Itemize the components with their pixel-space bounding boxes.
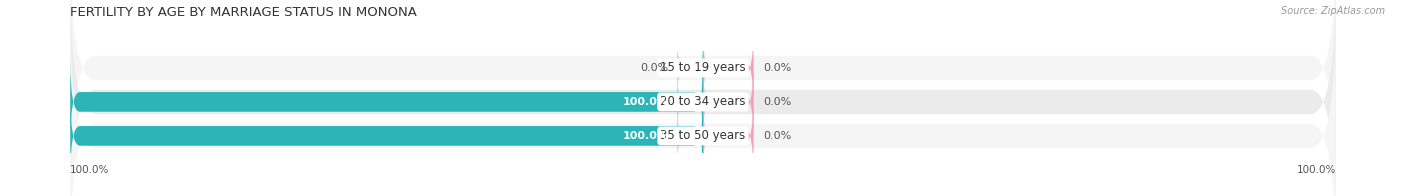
FancyBboxPatch shape bbox=[678, 42, 703, 94]
Text: Source: ZipAtlas.com: Source: ZipAtlas.com bbox=[1281, 6, 1385, 16]
Text: 100.0%: 100.0% bbox=[1296, 165, 1336, 175]
FancyBboxPatch shape bbox=[703, 93, 754, 179]
FancyBboxPatch shape bbox=[70, 61, 703, 143]
FancyBboxPatch shape bbox=[678, 110, 703, 162]
Text: 0.0%: 0.0% bbox=[763, 63, 792, 73]
Text: 100.0%: 100.0% bbox=[623, 131, 668, 141]
Text: 20 to 34 years: 20 to 34 years bbox=[661, 95, 745, 108]
FancyBboxPatch shape bbox=[70, 0, 1336, 192]
Text: 0.0%: 0.0% bbox=[763, 131, 792, 141]
FancyBboxPatch shape bbox=[70, 0, 1336, 196]
Text: 0.0%: 0.0% bbox=[763, 97, 792, 107]
Text: 15 to 19 years: 15 to 19 years bbox=[661, 62, 745, 74]
FancyBboxPatch shape bbox=[70, 12, 1336, 196]
FancyBboxPatch shape bbox=[70, 95, 703, 177]
FancyBboxPatch shape bbox=[703, 59, 754, 145]
Text: FERTILITY BY AGE BY MARRIAGE STATUS IN MONONA: FERTILITY BY AGE BY MARRIAGE STATUS IN M… bbox=[70, 6, 418, 19]
FancyBboxPatch shape bbox=[678, 76, 703, 128]
Text: 100.0%: 100.0% bbox=[70, 165, 110, 175]
FancyBboxPatch shape bbox=[703, 25, 754, 111]
Text: 35 to 50 years: 35 to 50 years bbox=[661, 129, 745, 142]
Text: 100.0%: 100.0% bbox=[623, 97, 668, 107]
Text: 0.0%: 0.0% bbox=[640, 63, 668, 73]
